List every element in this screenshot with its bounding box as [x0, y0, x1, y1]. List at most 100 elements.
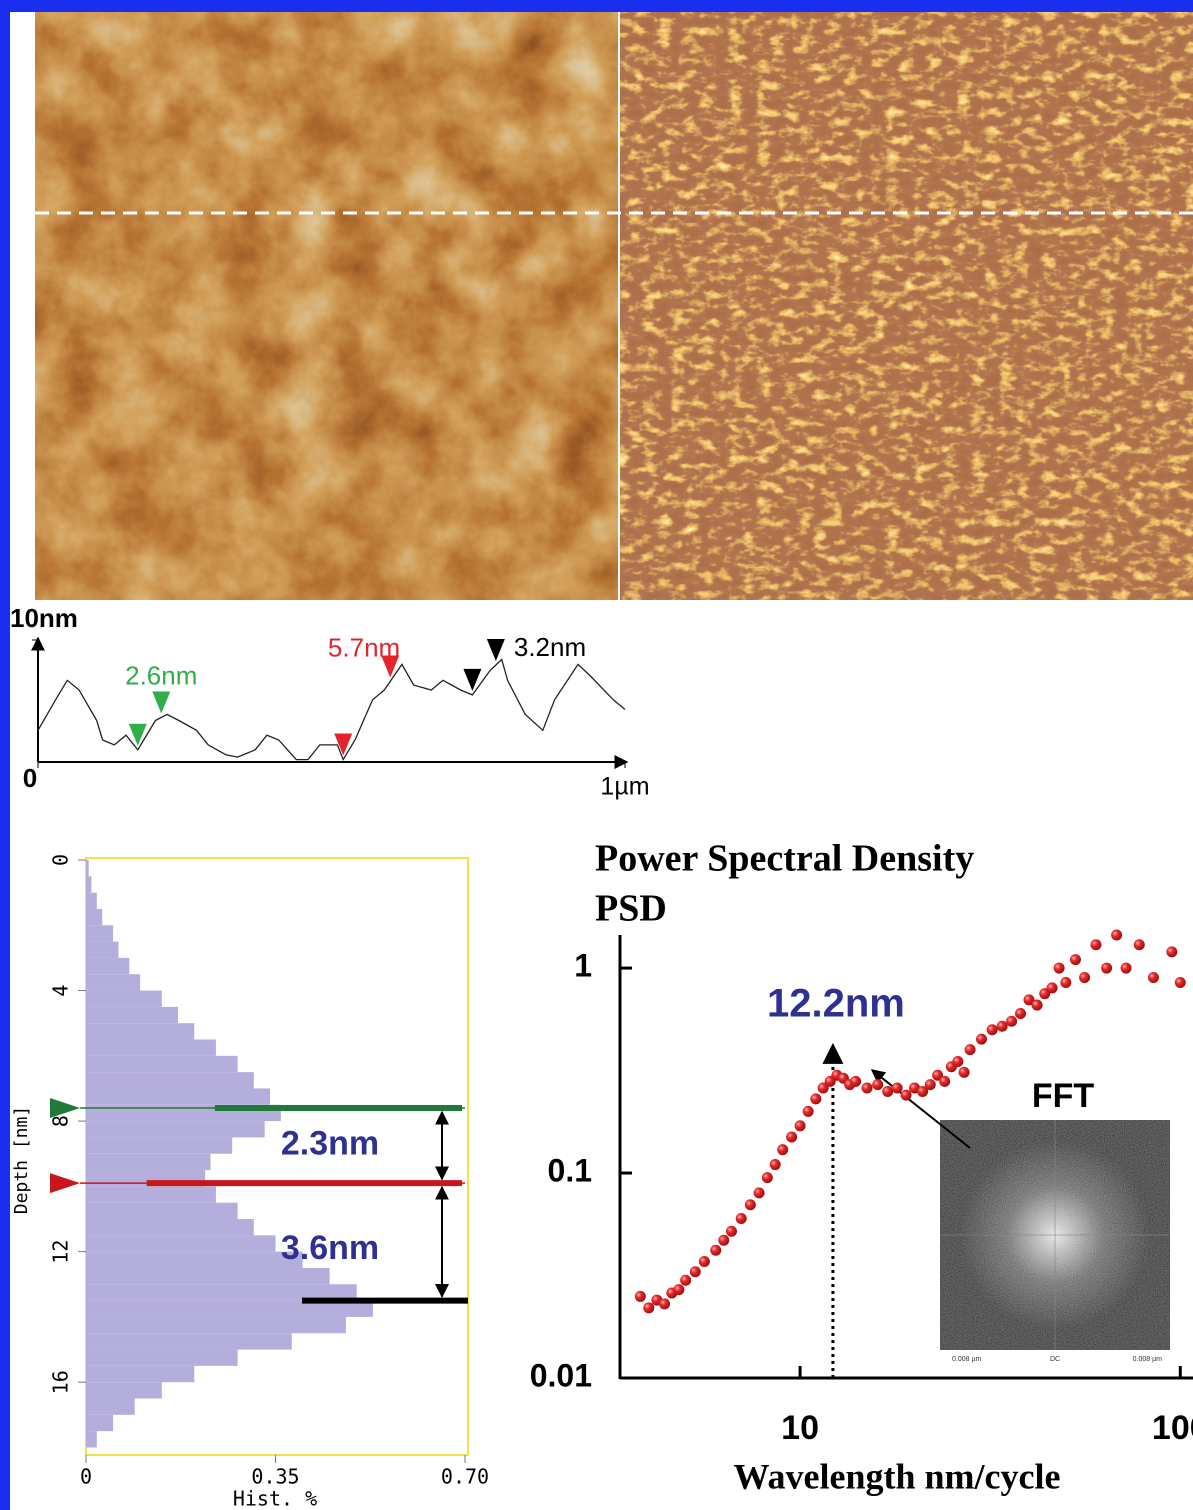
hist-bar	[86, 1137, 233, 1154]
profile-marker	[463, 668, 482, 691]
psd-point	[777, 1144, 789, 1156]
y-tick-label: 12	[49, 1240, 73, 1264]
hist-bar	[86, 1072, 254, 1089]
annotation-label: 12.2nm	[767, 982, 905, 1026]
x-tick-label: 100	[1152, 1409, 1193, 1447]
frame-top	[0, 0, 1193, 12]
hist-bar	[86, 908, 103, 926]
hist-bar	[86, 957, 130, 975]
level-marker	[50, 1173, 80, 1194]
fft-pointer	[870, 1069, 971, 1149]
hist-bar	[86, 1414, 114, 1432]
marker-label: 3.2nm	[514, 632, 586, 662]
profile-line	[37, 658, 626, 762]
hist-bar	[86, 860, 89, 877]
hist-bar	[86, 1006, 179, 1024]
psd-point	[861, 1082, 873, 1094]
psd-point	[718, 1234, 730, 1246]
psd-point	[1147, 971, 1159, 983]
hist-bar	[86, 1088, 271, 1105]
x-tick-label: 0.35	[251, 1465, 299, 1489]
psd-point	[689, 1266, 701, 1278]
psd-point	[794, 1120, 806, 1132]
psd-point	[735, 1213, 747, 1225]
y-tick-label: 16	[49, 1370, 73, 1394]
x-axis-label: Hist. %	[233, 1487, 317, 1510]
psd-point	[761, 1172, 773, 1184]
hist-bar	[86, 892, 97, 909]
hist-bar	[86, 1300, 373, 1317]
hist-bar	[86, 1039, 216, 1056]
psd-point	[964, 1044, 976, 1056]
gap-label: 2.3nm	[281, 1125, 379, 1163]
hist-bar	[86, 1055, 238, 1073]
psd-point	[900, 1089, 912, 1101]
hist-bar	[86, 1333, 292, 1350]
psd-point	[710, 1244, 722, 1256]
psd-point	[1111, 929, 1123, 941]
hist-bar	[86, 1251, 303, 1268]
y-tick-label: 0	[49, 854, 73, 866]
psd-point	[725, 1225, 737, 1237]
afm-shade	[35, 12, 618, 600]
psd-point	[753, 1187, 765, 1199]
afm-phase-image	[620, 12, 1193, 600]
psd-point	[850, 1075, 862, 1087]
x-tick-label: 0	[23, 763, 37, 793]
profile-marker	[334, 733, 353, 756]
hist-bar	[86, 1219, 254, 1236]
x-axis-label: Wavelength nm/cycle	[734, 1456, 1061, 1496]
hist-bar	[86, 1121, 265, 1138]
psd-point	[986, 1024, 998, 1036]
hist-bar	[86, 941, 119, 958]
x-tick-label: 1µm	[600, 773, 649, 801]
psd-point	[1090, 939, 1102, 951]
psd-point	[939, 1075, 951, 1087]
y-tick-label: 10nm	[10, 603, 78, 633]
psd-point	[659, 1298, 671, 1310]
chart-subtitle: PSD	[595, 888, 667, 930]
psd-point	[1031, 999, 1043, 1011]
psd-point	[958, 1066, 970, 1078]
inset-axis-label: 0.008 µm	[952, 1356, 981, 1363]
psd-point	[1006, 1015, 1018, 1027]
inset-axis-label: 0.008 µm	[1133, 1356, 1162, 1363]
hist-bar	[86, 1153, 211, 1171]
hist-bar	[86, 1202, 238, 1220]
hist-bar	[86, 1365, 195, 1383]
hist-bar	[86, 925, 114, 942]
hist-bar	[86, 1398, 135, 1415]
x-tick-label: 0	[80, 1465, 92, 1489]
psd-point	[924, 1079, 936, 1091]
psd-point	[1101, 962, 1113, 974]
psd-point	[1046, 982, 1058, 994]
y-axis-label: Depth [nm]	[11, 1106, 32, 1214]
y-tick-label: 4	[49, 985, 73, 997]
psd-point	[1133, 939, 1145, 951]
x-tick-label: 0.70	[441, 1465, 489, 1489]
hist-bar	[86, 1235, 276, 1252]
afm-height-image	[35, 12, 618, 600]
psd-point	[1166, 946, 1178, 958]
hist-bar	[86, 1284, 357, 1301]
psd-point	[1079, 971, 1091, 983]
profile-marker	[381, 655, 400, 678]
psd-point	[680, 1274, 692, 1286]
psd-point	[634, 1290, 646, 1302]
hist-bar	[86, 876, 92, 893]
y-tick-label: 0.1	[548, 1152, 592, 1188]
psd-point	[996, 1020, 1008, 1032]
inset-axis-label: DC	[1050, 1356, 1060, 1363]
x-tick-label: 10	[781, 1409, 819, 1447]
psd-point	[673, 1284, 685, 1296]
psd-point	[1069, 954, 1081, 966]
gap-label: 3.6nm	[281, 1229, 379, 1267]
hist-bar	[86, 1382, 162, 1399]
y-tick-label: 8	[49, 1115, 73, 1127]
inset-title: FFT	[1032, 1077, 1095, 1115]
marker-label: 5.7nm	[328, 632, 400, 662]
hist-bar	[86, 1349, 238, 1366]
psd-point	[1120, 962, 1132, 974]
hist-bar	[86, 1316, 346, 1334]
